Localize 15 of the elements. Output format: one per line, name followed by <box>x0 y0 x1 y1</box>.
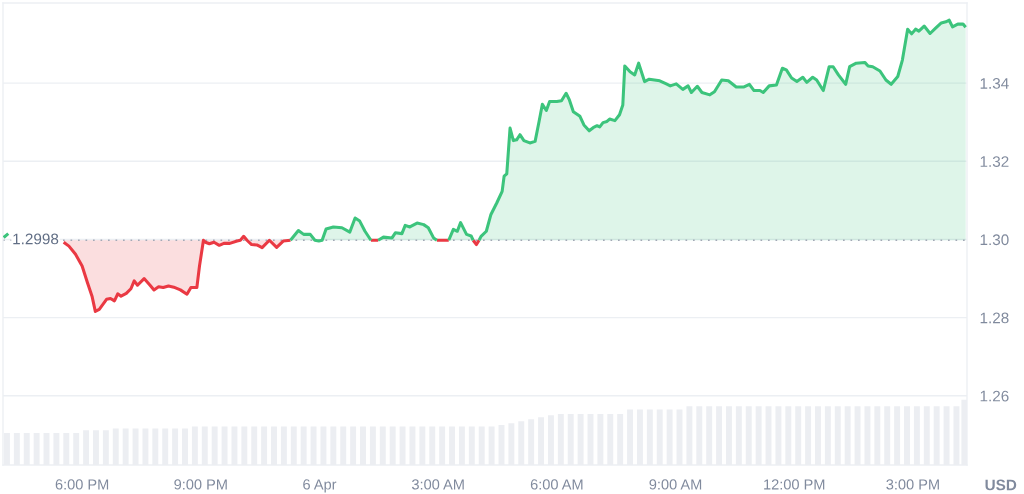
y-tick-label: 1.34 <box>980 77 1009 89</box>
x-tick-label: 3:00 AM <box>411 479 464 490</box>
y-tick-label: 1.32 <box>980 156 1009 167</box>
y-axis-title: USD <box>985 479 1017 491</box>
ref-line-label: 1.2998 <box>13 233 59 245</box>
x-tick-label: 6:00 PM <box>55 479 109 490</box>
x-tick-label: 3:00 PM <box>886 479 939 490</box>
x-tick-label: 9:00 AM <box>649 479 702 490</box>
x-tick-label: 9:00 PM <box>174 479 227 490</box>
y-tick-label: 1.30 <box>980 234 1009 246</box>
y-tick-label: 1.26 <box>980 390 1009 402</box>
x-tick-label: 12:00 PM <box>764 479 825 490</box>
y-tick-label: 1.28 <box>980 312 1009 324</box>
x-tick-label: 6 Apr <box>303 479 337 493</box>
x-tick-label: 6:00 AM <box>530 479 583 490</box>
